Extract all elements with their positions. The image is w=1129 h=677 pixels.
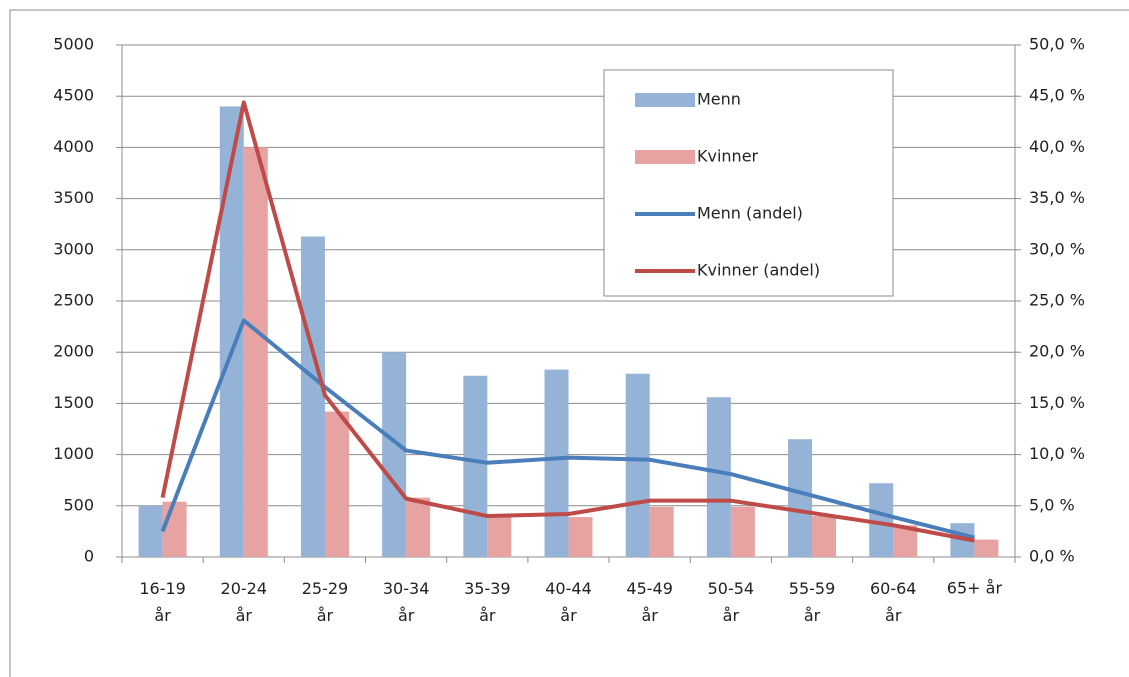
y-tick-label: 3000 xyxy=(53,239,94,258)
y2-tick-label: 5,0 % xyxy=(1029,495,1075,514)
y2-tick-label: 25,0 % xyxy=(1029,291,1085,310)
bar xyxy=(162,501,187,557)
bar xyxy=(869,483,894,557)
bar xyxy=(138,505,163,557)
y-tick-label: 4000 xyxy=(53,137,94,156)
x-tick-label: 65+ år xyxy=(947,579,1003,598)
bar xyxy=(382,352,407,557)
bar xyxy=(544,369,569,557)
bar xyxy=(568,517,593,557)
bar xyxy=(406,497,431,557)
y2-tick-label: 10,0 % xyxy=(1029,444,1085,463)
bar xyxy=(974,539,999,557)
bar xyxy=(625,373,650,557)
x-tick-label: 55-59 år xyxy=(789,579,836,625)
legend-label: Menn (andel) xyxy=(697,204,803,223)
y-tick-label: 1500 xyxy=(53,393,94,412)
x-tick-label: 30-34 år xyxy=(383,579,430,625)
legend-label: Kvinner (andel) xyxy=(697,261,820,280)
legend-label: Kvinner xyxy=(697,147,759,166)
x-tick-label: 50-54 år xyxy=(708,579,755,625)
y-tick-label: 3500 xyxy=(53,188,94,207)
y2-tick-label: 50,0 % xyxy=(1029,35,1085,54)
legend-box xyxy=(603,69,894,297)
bar xyxy=(788,439,813,557)
y2-tick-label: 35,0 % xyxy=(1029,188,1085,207)
legend-label: Menn xyxy=(697,90,741,109)
bar xyxy=(463,375,488,557)
y2-tick-label: 45,0 % xyxy=(1029,86,1085,105)
legend-swatch xyxy=(635,150,695,164)
x-tick-label: 35-39 år xyxy=(464,579,511,625)
y2-tick-label: 30,0 % xyxy=(1029,239,1085,258)
y-tick-label: 2500 xyxy=(53,291,94,310)
bar xyxy=(300,236,325,557)
y-tick-label: 4500 xyxy=(53,86,94,105)
y-tick-label: 1000 xyxy=(53,444,94,463)
y-tick-label: 2000 xyxy=(53,342,94,361)
legend-swatch xyxy=(635,93,695,107)
bar xyxy=(649,506,674,557)
bar xyxy=(243,147,268,557)
chart-frame xyxy=(9,9,1129,677)
y-tick-label: 5000 xyxy=(53,35,94,54)
bar xyxy=(706,397,731,557)
bar xyxy=(487,516,512,557)
line-series xyxy=(160,100,975,543)
bar xyxy=(730,506,755,557)
x-tick-label: 60-64 år xyxy=(870,579,917,625)
y-tick-label: 0 xyxy=(84,547,94,566)
x-tick-label: 45-49 år xyxy=(626,579,673,625)
y2-tick-label: 0,0 % xyxy=(1029,547,1075,566)
x-tick-label: 25-29 år xyxy=(302,579,349,625)
y2-tick-label: 40,0 % xyxy=(1029,137,1085,156)
line-series xyxy=(160,318,975,540)
bar xyxy=(812,516,837,557)
x-tick-label: 16-19 år xyxy=(139,579,186,625)
y2-tick-label: 15,0 % xyxy=(1029,393,1085,412)
x-tick-label: 20-24 år xyxy=(221,579,268,625)
x-tick-label: 40-44 år xyxy=(545,579,592,625)
y-tick-label: 500 xyxy=(63,495,94,514)
bar xyxy=(324,411,349,557)
y2-tick-label: 20,0 % xyxy=(1029,342,1085,361)
